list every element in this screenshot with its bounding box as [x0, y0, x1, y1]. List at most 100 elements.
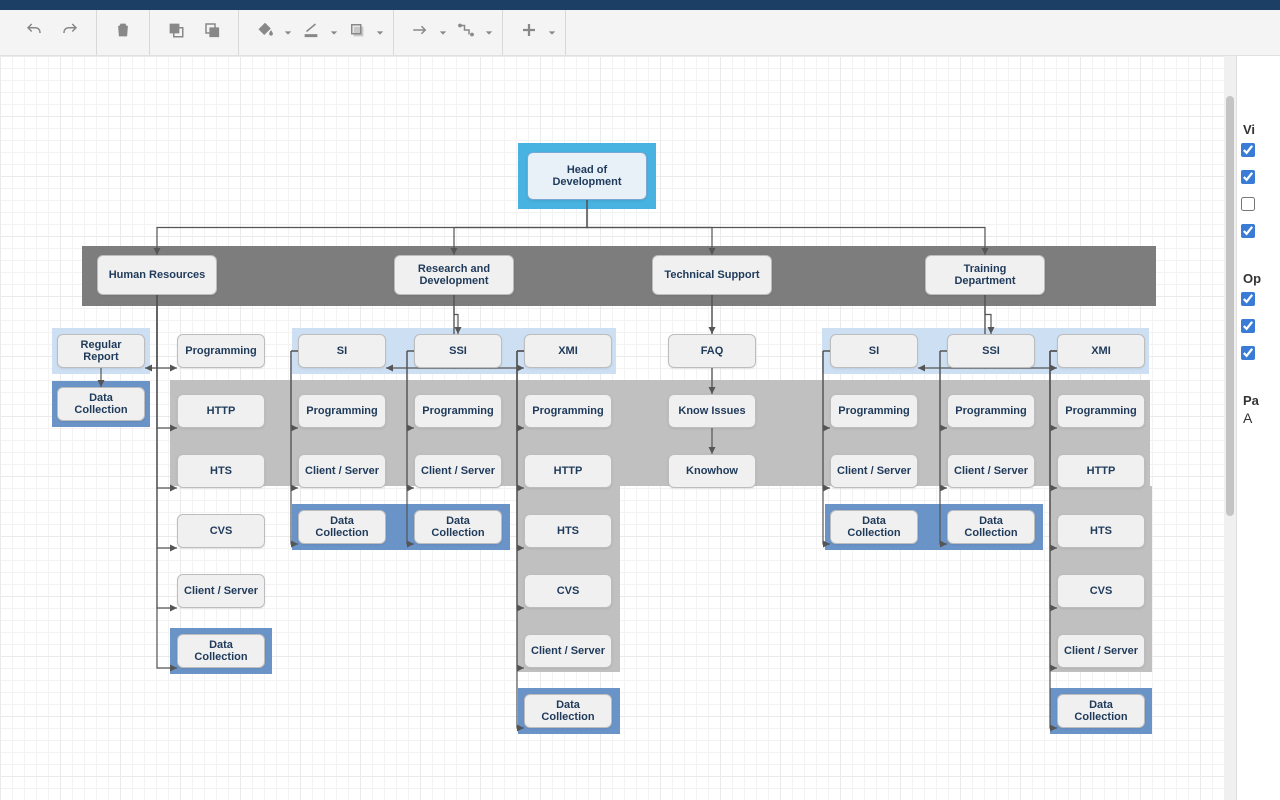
node-si_cs[interactable]: Client / Server [298, 454, 386, 488]
node-label: HTS [1090, 525, 1112, 537]
toolbar-group-history [8, 10, 97, 55]
panel-checkbox[interactable] [1241, 143, 1255, 157]
panel-checkbox[interactable] [1241, 197, 1255, 211]
node-label: Human Resources [109, 269, 206, 281]
node-ssi_dc[interactable]: Data Collection [414, 510, 502, 544]
node-t_si_cs[interactable]: Client / Server [830, 454, 918, 488]
node-t_ssi_p[interactable]: Programming [947, 394, 1035, 428]
node-x_p[interactable]: Programming [524, 394, 612, 428]
caret-icon[interactable] [438, 29, 448, 37]
caret-icon[interactable] [329, 29, 339, 37]
node-faq[interactable]: FAQ [668, 334, 756, 368]
waypoint-icon [457, 21, 475, 44]
node-label: Research and Development [401, 263, 507, 287]
toolbar-group-clip [97, 10, 150, 55]
node-dc0[interactable]: Data Collection [57, 387, 145, 421]
node-t_si[interactable]: SI [830, 334, 918, 368]
waypoint-button[interactable] [448, 17, 484, 49]
line-button[interactable] [293, 17, 329, 49]
node-x_dc[interactable]: Data Collection [524, 694, 612, 728]
panel-checkbox[interactable] [1241, 319, 1255, 333]
panel-checkbox[interactable] [1241, 346, 1255, 360]
arrow-button[interactable] [402, 17, 438, 49]
node-tr[interactable]: Training Department [925, 255, 1045, 295]
back-button[interactable] [194, 17, 230, 49]
node-label: SI [337, 345, 347, 357]
panel-section-page: Pa [1237, 387, 1280, 410]
node-t_xmi[interactable]: XMI [1057, 334, 1145, 368]
node-si_dc[interactable]: Data Collection [298, 510, 386, 544]
vertical-scrollbar[interactable] [1224, 56, 1236, 800]
node-t_si_p[interactable]: Programming [830, 394, 918, 428]
panel-section-options: Op [1237, 265, 1280, 288]
node-rr[interactable]: Regular Report [57, 334, 145, 368]
node-dc1[interactable]: Data Collection [177, 634, 265, 668]
canvas[interactable]: Head of Development Human Resources Resear… [0, 56, 1236, 800]
node-ssi[interactable]: SSI [414, 334, 502, 368]
node-label: Programming [532, 405, 604, 417]
node-label: HTTP [207, 405, 236, 417]
panel-checkbox[interactable] [1241, 292, 1255, 306]
title-bar [0, 0, 1280, 10]
node-t_ssi[interactable]: SSI [947, 334, 1035, 368]
node-label: FAQ [701, 345, 724, 357]
node-x_cs[interactable]: Client / Server [524, 634, 612, 668]
node-kh[interactable]: Knowhow [668, 454, 756, 488]
node-tx_ht[interactable]: HTTP [1057, 454, 1145, 488]
node-tx_hts[interactable]: HTS [1057, 514, 1145, 548]
node-label: Client / Server [305, 465, 379, 477]
node-t_ssi_cs[interactable]: Client / Server [947, 454, 1035, 488]
node-t_si_dc[interactable]: Data Collection [830, 510, 918, 544]
workspace: Head of Development Human Resources Resear… [0, 56, 1280, 800]
shadow-icon [348, 21, 366, 44]
node-ki[interactable]: Know Issues [668, 394, 756, 428]
node-tx_p[interactable]: Programming [1057, 394, 1145, 428]
node-si_p[interactable]: Programming [298, 394, 386, 428]
node-tx_dc[interactable]: Data Collection [1057, 694, 1145, 728]
node-si[interactable]: SI [298, 334, 386, 368]
undo-button[interactable] [16, 17, 52, 49]
node-label: Know Issues [678, 405, 745, 417]
node-tx_cvs[interactable]: CVS [1057, 574, 1145, 608]
node-http[interactable]: HTTP [177, 394, 265, 428]
node-hts[interactable]: HTS [177, 454, 265, 488]
plus-button[interactable] [511, 17, 547, 49]
front-button[interactable] [158, 17, 194, 49]
caret-icon[interactable] [547, 29, 557, 37]
page-size-letter: A [1237, 410, 1280, 426]
trash-button[interactable] [105, 17, 141, 49]
arrow-icon [411, 21, 429, 44]
redo-button[interactable] [52, 17, 88, 49]
panel-checkbox[interactable] [1241, 170, 1255, 184]
node-x_cvs[interactable]: CVS [524, 574, 612, 608]
redo-icon [61, 21, 79, 44]
caret-icon[interactable] [375, 29, 385, 37]
node-x_hts[interactable]: HTS [524, 514, 612, 548]
node-label: Client / Server [531, 645, 605, 657]
node-root[interactable]: Head of Development [527, 152, 647, 200]
node-x_ht[interactable]: HTTP [524, 454, 612, 488]
caret-icon[interactable] [484, 29, 494, 37]
fill-button[interactable] [247, 17, 283, 49]
node-tx_cs[interactable]: Client / Server [1057, 634, 1145, 668]
node-label: Regular Report [64, 339, 138, 363]
node-prog[interactable]: Programming [177, 334, 265, 368]
node-t_ssi_dc[interactable]: Data Collection [947, 510, 1035, 544]
plus-icon [520, 21, 538, 44]
node-ssi_cs[interactable]: Client / Server [414, 454, 502, 488]
node-hr[interactable]: Human Resources [97, 255, 217, 295]
node-ssi_p[interactable]: Programming [414, 394, 502, 428]
caret-icon[interactable] [283, 29, 293, 37]
node-xmi[interactable]: XMI [524, 334, 612, 368]
node-label: SI [869, 345, 879, 357]
node-label: Data Collection [837, 515, 911, 539]
node-ts[interactable]: Technical Support [652, 255, 772, 295]
shadow-button[interactable] [339, 17, 375, 49]
undo-icon [25, 21, 43, 44]
toolbar-group-connector [394, 10, 503, 55]
panel-checkbox[interactable] [1241, 224, 1255, 238]
node-cvs[interactable]: CVS [177, 514, 265, 548]
scrollbar-thumb[interactable] [1226, 96, 1234, 516]
node-cs[interactable]: Client / Server [177, 574, 265, 608]
node-rnd[interactable]: Research and Development [394, 255, 514, 295]
